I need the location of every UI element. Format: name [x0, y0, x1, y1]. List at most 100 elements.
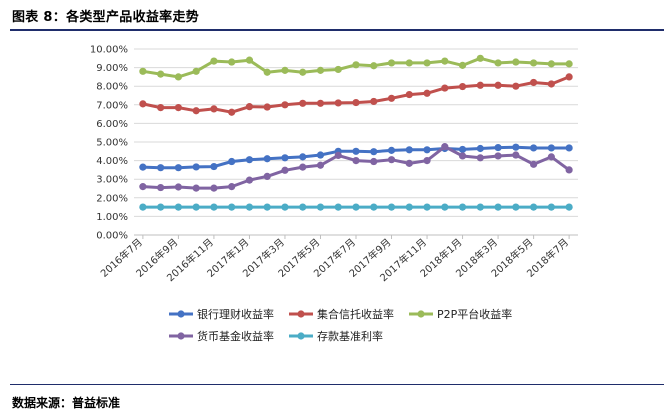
data-point — [352, 98, 360, 107]
data-point — [316, 203, 325, 211]
data-point — [334, 203, 342, 211]
legend-label: 存款基准利率 — [317, 329, 383, 343]
data-point — [157, 103, 165, 112]
data-point — [352, 61, 360, 69]
data-point — [139, 203, 147, 211]
y-tick-label: 5.00% — [96, 138, 128, 149]
data-point — [334, 151, 342, 159]
data-point — [458, 61, 467, 69]
legend-label: 货币基金收益率 — [197, 329, 274, 343]
data-point — [441, 203, 449, 211]
legend-swatch-marker — [297, 332, 305, 340]
data-point — [547, 203, 555, 211]
data-point — [352, 203, 360, 211]
data-point — [210, 105, 218, 113]
data-point — [405, 90, 413, 99]
data-point — [476, 203, 484, 211]
data-point — [299, 203, 307, 211]
data-point — [423, 157, 431, 165]
data-point — [370, 97, 378, 106]
data-point — [281, 203, 289, 211]
legend-swatch-marker — [297, 310, 305, 318]
data-point — [476, 81, 484, 89]
data-point — [316, 151, 325, 159]
data-point — [334, 99, 342, 107]
data-point — [441, 57, 449, 65]
data-point — [316, 161, 325, 169]
data-point — [245, 156, 254, 164]
data-point — [174, 164, 182, 172]
data-point — [263, 172, 271, 181]
data-point — [405, 59, 413, 67]
data-point — [458, 82, 467, 91]
data-point — [299, 99, 307, 107]
y-tick-label: 2.00% — [96, 193, 128, 204]
data-point — [494, 152, 502, 160]
data-point — [174, 203, 182, 211]
data-point — [565, 166, 573, 174]
data-point — [228, 183, 236, 191]
y-tick-label: 4.00% — [96, 156, 128, 167]
data-point — [530, 78, 538, 87]
data-point — [281, 101, 289, 109]
y-tick-label: 9.00% — [96, 63, 128, 74]
data-point — [139, 183, 147, 191]
data-point — [476, 144, 484, 153]
data-point — [512, 143, 520, 151]
data-point — [316, 99, 325, 107]
data-point — [263, 155, 271, 163]
data-point — [512, 203, 520, 211]
data-point — [387, 59, 396, 67]
legend-swatch-marker — [417, 310, 425, 318]
data-point — [565, 144, 573, 152]
data-point — [299, 153, 307, 161]
figure-title: 图表 8：各类型产品收益率走势 — [12, 10, 200, 25]
data-point — [192, 107, 200, 115]
top-rule — [10, 29, 664, 31]
legend-swatch-marker — [177, 310, 185, 318]
data-point — [245, 103, 254, 111]
data-point — [210, 57, 218, 65]
data-point — [245, 176, 254, 184]
data-point — [299, 68, 307, 76]
data-point — [210, 162, 218, 171]
data-point — [263, 103, 271, 111]
data-point — [565, 73, 573, 81]
data-point — [512, 151, 520, 159]
legend-label: 集合信托收益率 — [317, 307, 394, 321]
data-point — [228, 58, 236, 66]
data-point — [370, 62, 378, 70]
data-point — [476, 54, 484, 62]
data-point — [547, 80, 555, 88]
data-point — [530, 160, 538, 168]
data-point — [281, 166, 289, 174]
legend-label: P2P平台收益率 — [437, 307, 512, 321]
y-tick-label: 0.00% — [96, 231, 128, 242]
data-point — [405, 146, 413, 154]
legend-label: 银行理财收益率 — [197, 307, 274, 321]
data-point — [192, 203, 200, 211]
data-point — [512, 82, 520, 90]
data-point — [174, 73, 182, 81]
data-point — [228, 203, 236, 211]
data-point — [547, 153, 555, 161]
data-point — [370, 157, 378, 166]
data-point — [228, 108, 236, 116]
legend-swatch-marker — [177, 332, 185, 340]
data-point — [281, 66, 289, 74]
data-point — [263, 68, 271, 76]
data-point — [228, 157, 236, 166]
data-point — [512, 58, 520, 66]
data-point — [139, 163, 147, 171]
data-point — [458, 152, 467, 160]
data-point — [281, 154, 289, 162]
data-point — [192, 184, 200, 192]
data-point — [476, 154, 484, 162]
data-point — [263, 203, 271, 211]
series-line-1 — [141, 75, 571, 114]
data-point — [494, 59, 502, 67]
data-point — [299, 163, 307, 171]
data-point — [157, 203, 165, 211]
data-point — [387, 203, 396, 211]
data-point — [547, 60, 555, 68]
